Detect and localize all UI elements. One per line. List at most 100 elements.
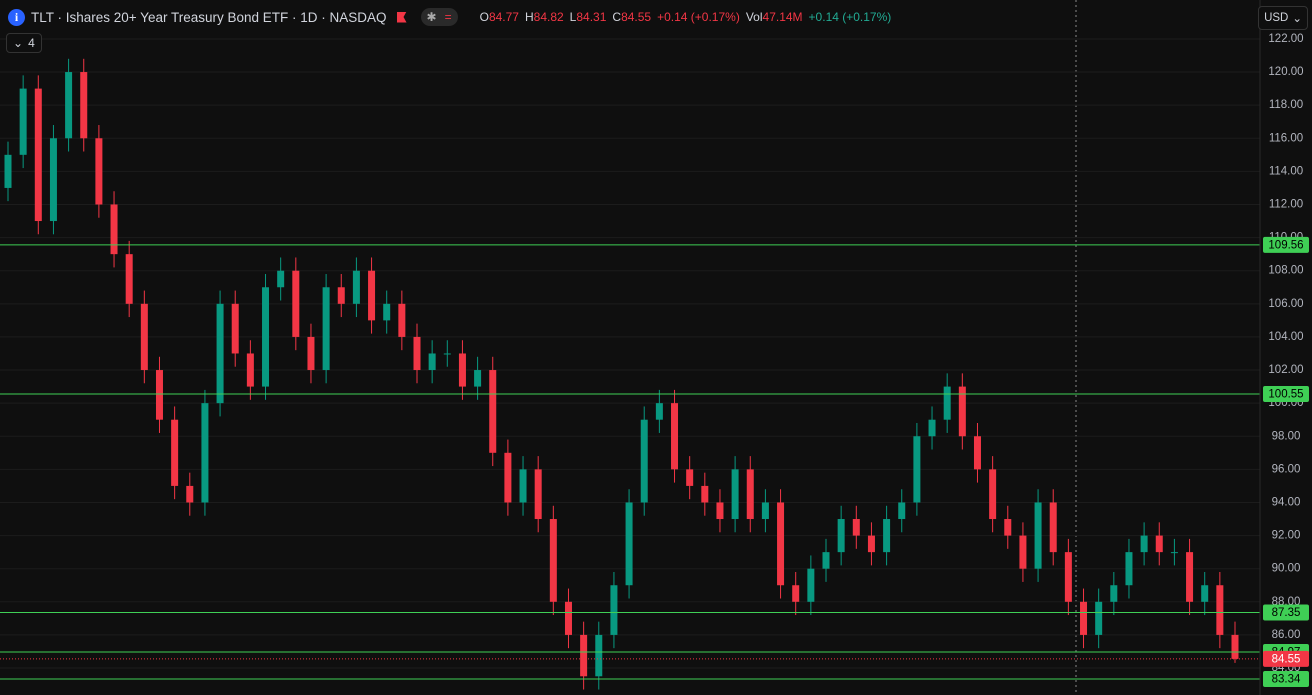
candle-body bbox=[1080, 601, 1088, 635]
candle-body bbox=[201, 403, 209, 503]
candle-body bbox=[413, 336, 421, 371]
legend-header: i TLT · Ishares 20+ Year Treasury Bond E… bbox=[8, 7, 891, 27]
candle-body bbox=[4, 154, 12, 188]
flag-icon[interactable] bbox=[396, 11, 407, 23]
level-tag bbox=[1263, 604, 1309, 621]
last-price-label: 84.55 bbox=[1272, 653, 1301, 665]
candle-body bbox=[534, 469, 542, 520]
level-label: 109.56 bbox=[1268, 239, 1303, 251]
y-tick-label: 90.00 bbox=[1272, 563, 1301, 575]
y-tick-label: 98.00 bbox=[1272, 430, 1301, 442]
candle-body bbox=[458, 353, 466, 387]
indicator-toggle[interactable]: ⌄ 4 bbox=[6, 33, 42, 53]
candle-body bbox=[867, 535, 875, 553]
candle-body bbox=[155, 370, 163, 420]
candle-body bbox=[1064, 552, 1072, 602]
candle-body bbox=[625, 502, 633, 586]
candle-body bbox=[671, 403, 679, 470]
candle-body bbox=[277, 270, 285, 288]
ohlc-item: C84.55 bbox=[612, 10, 651, 24]
candle-body bbox=[171, 419, 179, 486]
ohlc-key: H bbox=[524, 10, 534, 24]
candle-body bbox=[807, 568, 815, 602]
candle-body bbox=[352, 270, 360, 304]
volume-key: Vol bbox=[745, 10, 763, 24]
candle-body bbox=[1140, 535, 1148, 553]
candle-body bbox=[80, 72, 88, 139]
levels bbox=[0, 244, 1260, 680]
ohlc-value: 84.82 bbox=[533, 10, 564, 24]
y-tick-label: 86.00 bbox=[1272, 629, 1301, 641]
candle-body bbox=[398, 303, 406, 337]
ohlc-item: H84.82 bbox=[525, 10, 564, 24]
candle-body bbox=[1125, 552, 1133, 586]
candle-body bbox=[822, 552, 830, 569]
y-tick-label: 92.00 bbox=[1272, 530, 1301, 542]
ohlc-key: O bbox=[479, 10, 489, 24]
currency-button[interactable]: USD ⌄ bbox=[1258, 6, 1308, 30]
candle-body bbox=[913, 436, 921, 503]
candle-body bbox=[898, 502, 906, 520]
candle-body bbox=[883, 519, 891, 553]
volume: 47.14M bbox=[762, 10, 803, 24]
candle-body bbox=[216, 303, 224, 404]
candle-body bbox=[973, 436, 981, 470]
info-icon[interactable]: i bbox=[8, 8, 25, 26]
ohlc-value: 84.77 bbox=[488, 10, 519, 24]
candle-body bbox=[292, 270, 300, 337]
candle-body bbox=[655, 403, 663, 420]
candle-body bbox=[958, 386, 966, 437]
level-label: 100.55 bbox=[1268, 389, 1303, 401]
y-tick-label: 102.00 bbox=[1268, 364, 1303, 376]
y-tick-label: 114.00 bbox=[1269, 165, 1303, 177]
candle-body bbox=[792, 585, 800, 602]
ohlc-value: 84.31 bbox=[576, 10, 607, 24]
ohlc-value: 84.55 bbox=[621, 10, 652, 24]
candle-body bbox=[1186, 552, 1194, 602]
candle-body bbox=[1095, 601, 1103, 635]
candle-body bbox=[852, 519, 860, 536]
candle-body bbox=[262, 287, 270, 387]
candle-body bbox=[519, 469, 527, 503]
candle-body bbox=[1019, 535, 1027, 569]
candle-body bbox=[504, 452, 512, 503]
candle-body bbox=[777, 502, 785, 586]
candle-body bbox=[65, 72, 73, 139]
candle-body bbox=[731, 469, 739, 520]
candle-body bbox=[943, 386, 951, 420]
candle-body bbox=[140, 303, 148, 371]
candle-body bbox=[1201, 585, 1209, 602]
ohlc-key: C bbox=[612, 10, 622, 24]
last-price-tag bbox=[1263, 650, 1309, 667]
y-tick-label: 120.00 bbox=[1268, 66, 1303, 78]
candle-body bbox=[686, 469, 694, 486]
candle-body bbox=[19, 88, 27, 155]
candle-body bbox=[640, 419, 648, 503]
level-label: 83.34 bbox=[1272, 673, 1301, 685]
y-tick-label: 112.00 bbox=[1269, 199, 1303, 211]
candle-body bbox=[989, 469, 997, 520]
candle-body bbox=[1110, 585, 1118, 602]
y-tick-label: 122.00 bbox=[1268, 33, 1303, 45]
candle-body bbox=[125, 254, 133, 304]
toggle-pill[interactable]: ✱ = bbox=[420, 8, 458, 26]
ohlc-values: O84.77 H84.82 L84.31 C84.55 +0.14 (+0.17%) V… bbox=[480, 10, 892, 24]
candle-body bbox=[928, 419, 936, 437]
ohlc-item: L84.31 bbox=[570, 10, 607, 24]
y-tick-label: 108.00 bbox=[1268, 265, 1303, 277]
ohlc-key: L bbox=[569, 10, 577, 24]
candle-body bbox=[368, 270, 376, 321]
candle-body bbox=[837, 519, 845, 553]
candle-body bbox=[246, 353, 254, 387]
level-tag bbox=[1263, 670, 1309, 687]
symbol-title: TLT · Ishares 20+ Year Treasury Bond ETF… bbox=[31, 9, 387, 25]
y-tick-label: 106.00 bbox=[1268, 298, 1303, 310]
y-tick-label: 118.00 bbox=[1269, 99, 1303, 111]
y-tick-label: 94.00 bbox=[1272, 497, 1301, 509]
y-tick-label: 96.00 bbox=[1272, 463, 1301, 475]
volume-change: +0.14 (+0.17%) bbox=[808, 10, 892, 24]
candle-body bbox=[186, 485, 194, 503]
indicator-count: 4 bbox=[28, 36, 35, 50]
